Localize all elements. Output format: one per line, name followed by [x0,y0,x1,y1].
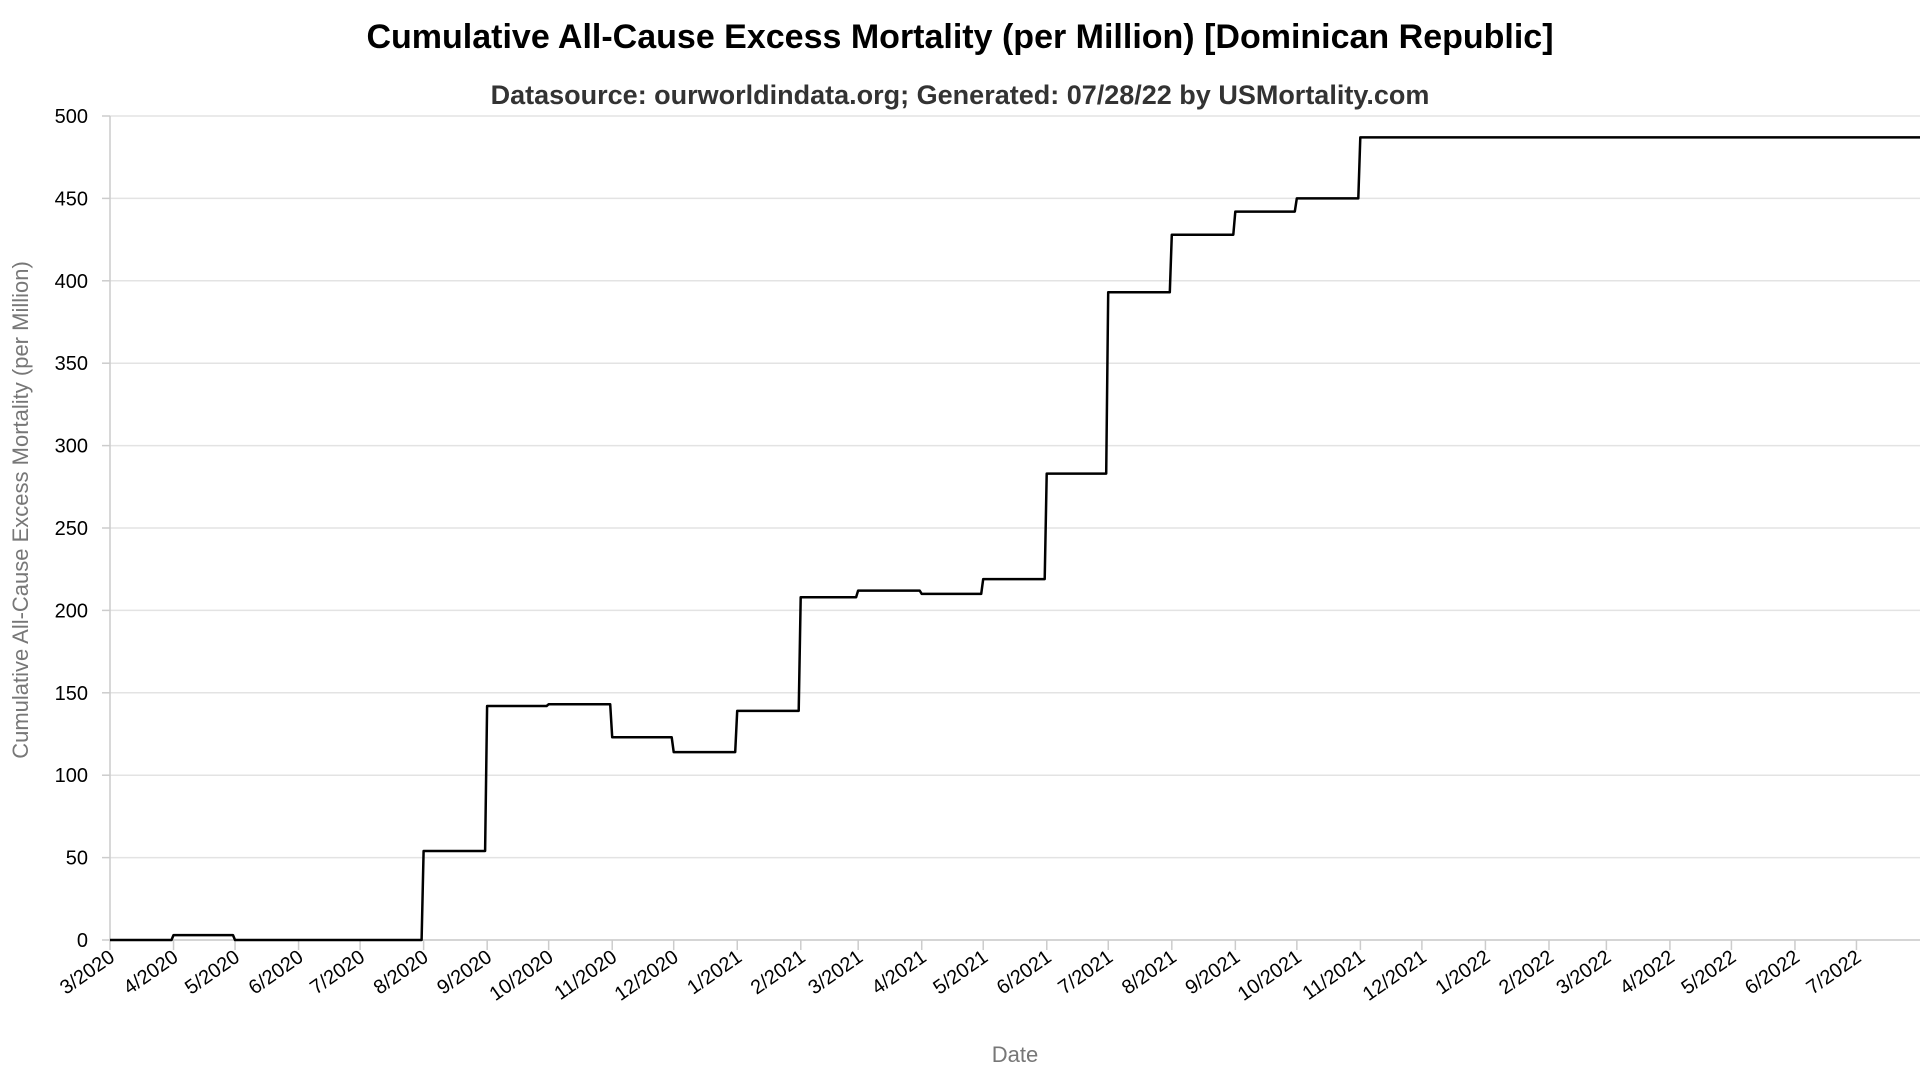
x-tick-label: 3/2022 [1553,946,1616,999]
grid-lines [110,115,1920,941]
x-tick-label: 4/2022 [1616,946,1679,999]
y-axis-label: Cumulative All-Cause Excess Mortality (p… [8,261,33,759]
y-tick-label: 350 [55,353,88,375]
y-tick-label: 300 [55,436,88,458]
x-tick-label: 8/2021 [1118,946,1181,999]
y-tick-label: 50 [66,848,88,870]
y-tick-label: 150 [55,683,88,705]
y-tick-label: 100 [55,765,88,787]
series-line [110,136,1920,942]
x-tick-label: 6/2021 [993,946,1056,999]
x-tick-label: 2/2021 [747,946,810,999]
x-tick-label: 10/2020 [486,946,558,1005]
y-tick-label: 200 [55,600,88,622]
x-tick-label: 1/2021 [683,946,746,999]
x-tick-label: 11/2020 [550,946,621,1005]
x-tick-label: 12/2021 [1359,946,1431,1005]
y-tick-label: 400 [55,271,88,293]
x-tick-label: 3/2020 [56,946,119,999]
x-tick-label: 2/2022 [1495,946,1558,999]
x-tick-label: 7/2022 [1803,946,1866,999]
x-tick-label: 4/2020 [120,946,183,999]
x-tick-label: 7/2020 [306,946,369,999]
y-axis-ticks: 0 50 100 150 200 250 300 350 400 450 500 [55,106,110,952]
x-tick-label: 7/2021 [1054,946,1117,999]
y-tick-label: 0 [77,930,88,952]
x-tick-label: 11/2021 [1299,946,1370,1005]
x-tick-label: 3/2021 [804,946,867,999]
y-tick-label: 450 [55,188,88,210]
chart-subtitle: Datasource: ourworldindata.org; Generate… [490,80,1430,110]
y-tick-label: 250 [55,518,88,540]
series-group [110,136,1920,942]
x-tick-label: 6/2020 [245,946,308,999]
x-tick-label: 10/2021 [1234,946,1306,1005]
x-tick-label: 8/2020 [370,946,433,999]
y-tick-label: 500 [55,106,88,128]
x-tick-label: 5/2020 [181,946,244,999]
chart-title: Cumulative All-Cause Excess Mortality (p… [366,18,1554,56]
x-tick-label: 6/2022 [1741,946,1804,999]
x-tick-label: 9/2020 [433,946,496,999]
x-axis-label: Date [992,1042,1038,1067]
x-tick-label: 5/2021 [929,946,992,999]
x-tick-label: 12/2020 [611,946,683,1005]
x-tick-label: 5/2022 [1678,946,1741,999]
x-tick-label: 9/2021 [1181,946,1244,999]
x-tick-label: 4/2021 [868,946,931,999]
x-tick-label: 1/2022 [1432,946,1495,999]
